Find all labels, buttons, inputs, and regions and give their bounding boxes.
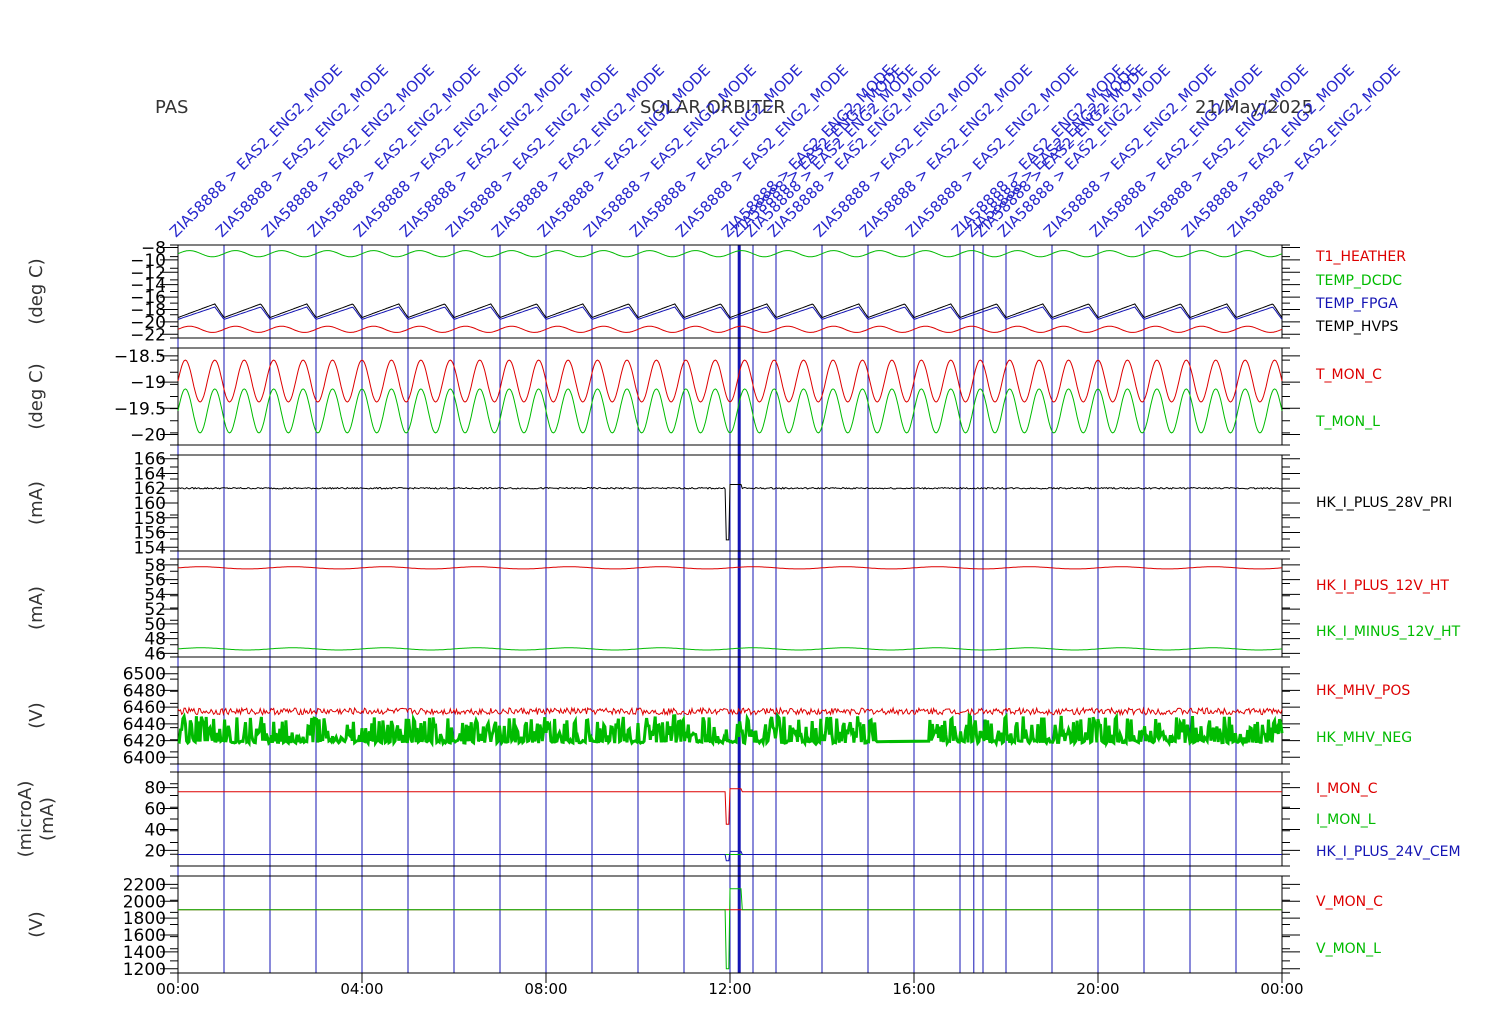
series-line [177,306,1283,320]
y-tick-label: 20 [144,841,166,861]
series-label: T_MON_C [1315,367,1382,383]
y-tick-label: −19.5 [114,399,166,419]
y-tick-label: 40 [144,820,166,840]
y-tick-label: −22 [130,325,166,345]
series-line [177,647,1283,651]
y-tick-label: 6400 [123,748,166,768]
y-tick-label: 58 [144,556,166,576]
series-label: V_MON_C [1316,894,1383,910]
series-label: HK_I_PLUS_24V_CEM [1316,844,1461,860]
y-tick-label: 50 [144,615,166,635]
header-center: SOLAR ORBITER [640,97,786,118]
y-tick-label: 1600 [123,926,166,946]
y-tick-label: 1400 [123,943,166,963]
series-label: HK_I_PLUS_12V_HT [1316,578,1449,594]
x-tick-label: 08:00 [524,980,567,998]
series-line [178,850,1282,862]
y-tick-label: 156 [134,524,166,544]
series-label: V_MON_L [1316,941,1381,957]
y-axis-label: (mA) [26,481,47,525]
series-label: HK_MHV_POS [1316,683,1410,699]
y-tick-label: −20 [130,313,166,333]
header-left: PAS [155,97,189,118]
x-tick-label: 16:00 [892,980,935,998]
y-tick-label: 164 [134,464,166,484]
series-label: HK_I_PLUS_28V_PRI [1316,495,1452,511]
series-label: T1_HEATHER [1315,249,1406,265]
y-tick-label: 6480 [123,681,166,701]
series-label: HK_I_MINUS_12V_HT [1316,624,1461,640]
series-label: I_MON_C [1316,781,1378,797]
y-tick-label: −14 [130,276,166,296]
y-axis-label: (V) [26,911,47,937]
y-tick-label: −19 [130,373,166,393]
y-tick-label: 6460 [123,698,166,718]
series-label: TEMP_FPGA [1315,296,1398,312]
x-tick-label: 12:00 [708,980,751,998]
y-tick-label: 162 [134,479,166,499]
y-tick-label: 6500 [123,665,166,685]
y-tick-label: 154 [134,538,166,558]
x-tick-label: 00:00 [156,980,199,998]
y-tick-label: −18.5 [114,347,166,367]
y-tick-label: 6420 [123,732,166,752]
x-tick-label: 04:00 [340,980,383,998]
y-tick-label: −20 [130,426,166,446]
x-tick-label: 20:00 [1076,980,1119,998]
y-axis-label: (microA) [15,781,36,858]
series-line [177,484,1282,541]
y-tick-label: 158 [134,509,166,529]
y-tick-label: −16 [130,288,166,308]
series-label: TEMP_HVPS [1315,319,1398,335]
y-tick-label: 56 [144,571,166,591]
y-tick-label: 2000 [123,892,166,912]
y-tick-label: 2200 [123,875,166,895]
y-tick-label: 54 [144,585,166,605]
series-line [178,788,1282,825]
y-tick-label: 6440 [123,715,166,735]
series-line [177,566,1283,570]
y-tick-label: 1200 [123,960,166,980]
header-right: 21/May/2025 [1195,97,1314,118]
series-label: I_MON_L [1316,812,1376,828]
y-axis-label: (deg C) [26,258,47,324]
y-tick-label: 80 [144,779,166,799]
series-line [177,359,1283,403]
y-tick-label: 166 [134,450,166,470]
series-line [177,706,1283,717]
y-tick-label: 52 [144,600,166,620]
y-tick-label: 160 [134,494,166,514]
x-tick-label: 00:00 [1260,980,1303,998]
y-tick-label: −12 [130,263,166,283]
series-line [177,303,1283,319]
y-tick-label: 60 [144,800,166,820]
y-axis-label: (deg C) [26,363,47,429]
series-line [177,388,1283,434]
series-label: TEMP_DCDC [1315,273,1402,289]
y-axis-label: (mA) [37,797,58,841]
y-axis-label: (V) [26,702,47,728]
series-line [177,250,1283,258]
series-label: HK_MHV_NEG [1316,730,1412,746]
y-tick-label: −18 [130,300,166,320]
series-line [178,888,1282,970]
y-tick-label: −8 [141,238,166,258]
y-tick-label: 48 [144,630,166,650]
y-tick-label: −10 [130,251,166,271]
y-tick-label: 1800 [123,909,166,929]
series-line [177,325,1283,333]
y-axis-label: (mA) [26,586,47,630]
series-label: T_MON_L [1315,414,1380,430]
series-line [177,712,1284,749]
y-tick-label: 46 [144,644,166,664]
